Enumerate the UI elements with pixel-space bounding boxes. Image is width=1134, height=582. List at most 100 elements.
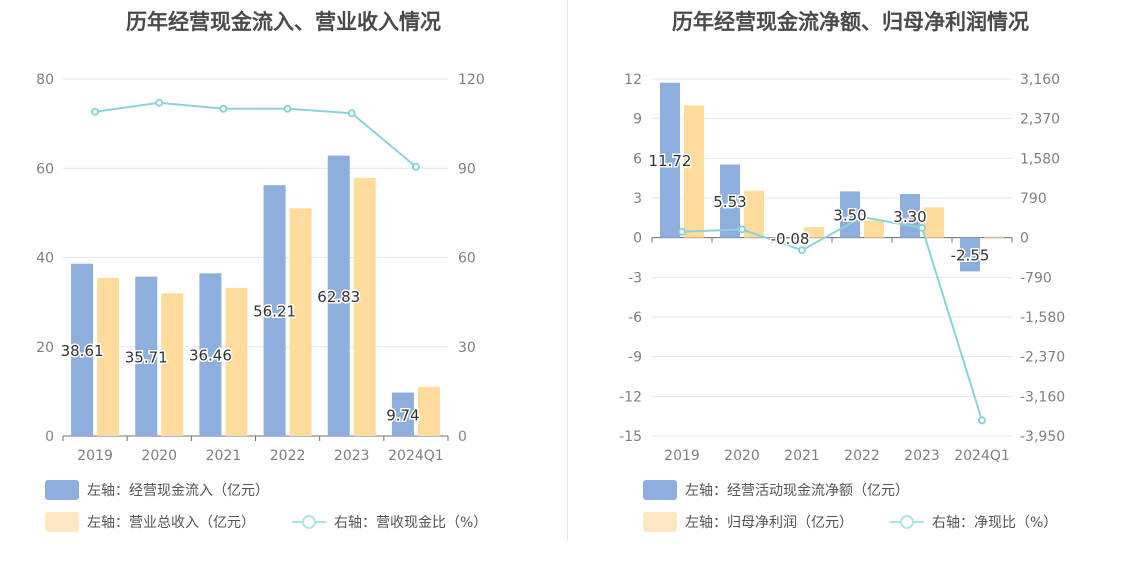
y-left-tick-label: 3 [633,191,642,207]
x-tick-label: 2019 [664,448,700,464]
bar-series-1 [263,185,286,436]
legend-label: 左轴：经营现金流入（亿元） [87,483,269,499]
x-tick-label: 2022 [844,448,880,464]
bar-series-2 [161,293,184,436]
line-point [978,416,986,425]
x-tick-label: 2020 [141,448,177,464]
bar-series-2 [984,236,1004,238]
x-tick-label: 2021 [784,448,820,464]
bar-series-1 [199,273,222,436]
y-left-tick-label: 12 [624,72,642,88]
legend-swatch-net-cash-ratio [890,512,924,532]
line-point [738,225,746,234]
bar-series-1 [391,392,414,436]
y-right-tick-label: -3,160 [1020,389,1065,405]
legend-cash-inflow[interactable]: 左轴：经营现金流入（亿元） [45,479,269,501]
y-left-tick-label: 60 [36,161,54,177]
x-tick-label: 2024Q1 [954,448,1010,464]
legend-label: 左轴：经营活动现金流净额（亿元） [685,483,909,499]
line-series [94,101,417,168]
line-point [798,246,806,255]
bar-series-2 [353,178,376,436]
y-right-tick-label: 30 [458,340,476,356]
bar-series-2 [289,208,312,436]
bar-series-1 [960,237,980,272]
data-label: 3.30 [893,208,926,226]
y-left-tick-label: -6 [628,310,642,326]
y-left-tick-label: 80 [36,72,54,88]
bar-series-1 [660,82,680,238]
bar-series-2 [225,287,248,436]
x-tick-label: 2023 [334,448,370,464]
legend-swatch-net-profit [643,512,677,532]
y-left-tick-label: -3 [628,270,642,286]
bar-series-1 [780,237,800,239]
bar-series-2 [924,207,944,238]
data-label: 36.46 [189,347,232,365]
bar-series-2 [804,227,824,238]
right-chart-svg: -15 -12 -9 -6 -3 0 3 6 9 12 -3,950 -3,160 -2,370 -1,5… [619,72,1065,464]
right-chart-title: 历年经营现金流净额、归母净利润情况 [672,10,1029,34]
line-point [155,98,164,107]
legend-label: 右轴：营收现金比（%） [334,515,488,531]
y-right-tick-label: 1,580 [1020,151,1060,167]
legend-swatch-revenue [45,512,79,532]
legend-label: 左轴：归母净利润（亿元） [685,515,853,531]
legend-net-cash-ratio[interactable]: 右轴：净现比（%） [890,511,1057,533]
legend-net-profit[interactable]: 左轴：归母净利润（亿元） [643,511,853,533]
bar-series-1 [71,263,94,436]
y-right-tick-label: -1,580 [1020,310,1065,326]
data-label: 35.71 [125,348,168,366]
left-chart-title: 历年经营现金流入、营业收入情况 [126,10,441,34]
y-left-tick-label: 20 [36,340,54,356]
y-right-tick-label: 60 [458,251,476,267]
y-left-tick-label: -15 [619,429,642,445]
data-label: 11.72 [649,152,692,170]
line-point [347,109,356,118]
data-label: 5.53 [713,193,746,211]
y-right-tick-label: 3,160 [1020,72,1060,88]
line-point [283,104,292,113]
bar-series-2 [864,220,884,238]
legend-cash-ratio[interactable]: 右轴：营收现金比（%） [292,511,487,533]
bar-series-2 [417,386,440,436]
legend-net-cash-flow[interactable]: 左轴：经营活动现金流净额（亿元） [643,479,909,501]
data-label: 38.61 [61,342,104,360]
y-right-tick-label: 90 [458,161,476,177]
line-point [678,227,686,236]
legend-swatch-cash-inflow [45,480,79,500]
bar-series-1 [720,164,740,238]
y-right-tick-label: -790 [1020,270,1052,286]
y-left-tick-label: 0 [45,429,54,445]
x-tick-label: 2020 [724,448,760,464]
y-left-tick-label: 40 [36,251,54,267]
y-left-tick-label: -12 [619,389,642,405]
x-tick-label: 2019 [77,448,113,464]
line-point [219,104,228,113]
bar-series-1 [327,155,350,436]
y-right-tick-label: -2,370 [1020,350,1065,366]
legend-label: 左轴：营业总收入（亿元） [87,515,255,531]
y-left-tick-label: -9 [628,350,642,366]
data-label: 56.21 [253,303,296,321]
y-right-tick-label: 0 [458,429,467,445]
line-point [858,213,866,222]
panel-divider [567,0,568,540]
left-chart-svg: 0 20 40 60 80 0 30 60 90 120 2019 2020 2021 2022 2023 2… [36,72,485,464]
data-label: 3.50 [833,207,866,225]
data-label: -2.55 [951,247,990,265]
legend-swatch-cash-ratio [292,512,326,532]
x-tick-label: 2022 [270,448,306,464]
data-label: 9.74 [386,406,419,424]
y-right-tick-label: 2,370 [1020,112,1060,128]
y-left-tick-label: 6 [633,151,642,167]
y-right-tick-label: 790 [1020,191,1047,207]
legend-revenue[interactable]: 左轴：营业总收入（亿元） [45,511,255,533]
x-tick-label: 2023 [904,448,940,464]
x-tick-label: 2024Q1 [388,448,444,464]
right-chart-panel: 历年经营现金流净额、归母净利润情况 -15 -12 -9 -6 -3 0 3 6 9 12 -3,9… [567,0,1134,582]
bar-series-2 [97,278,120,436]
bar-series-2 [684,105,704,238]
y-right-tick-label: 0 [1020,231,1029,247]
